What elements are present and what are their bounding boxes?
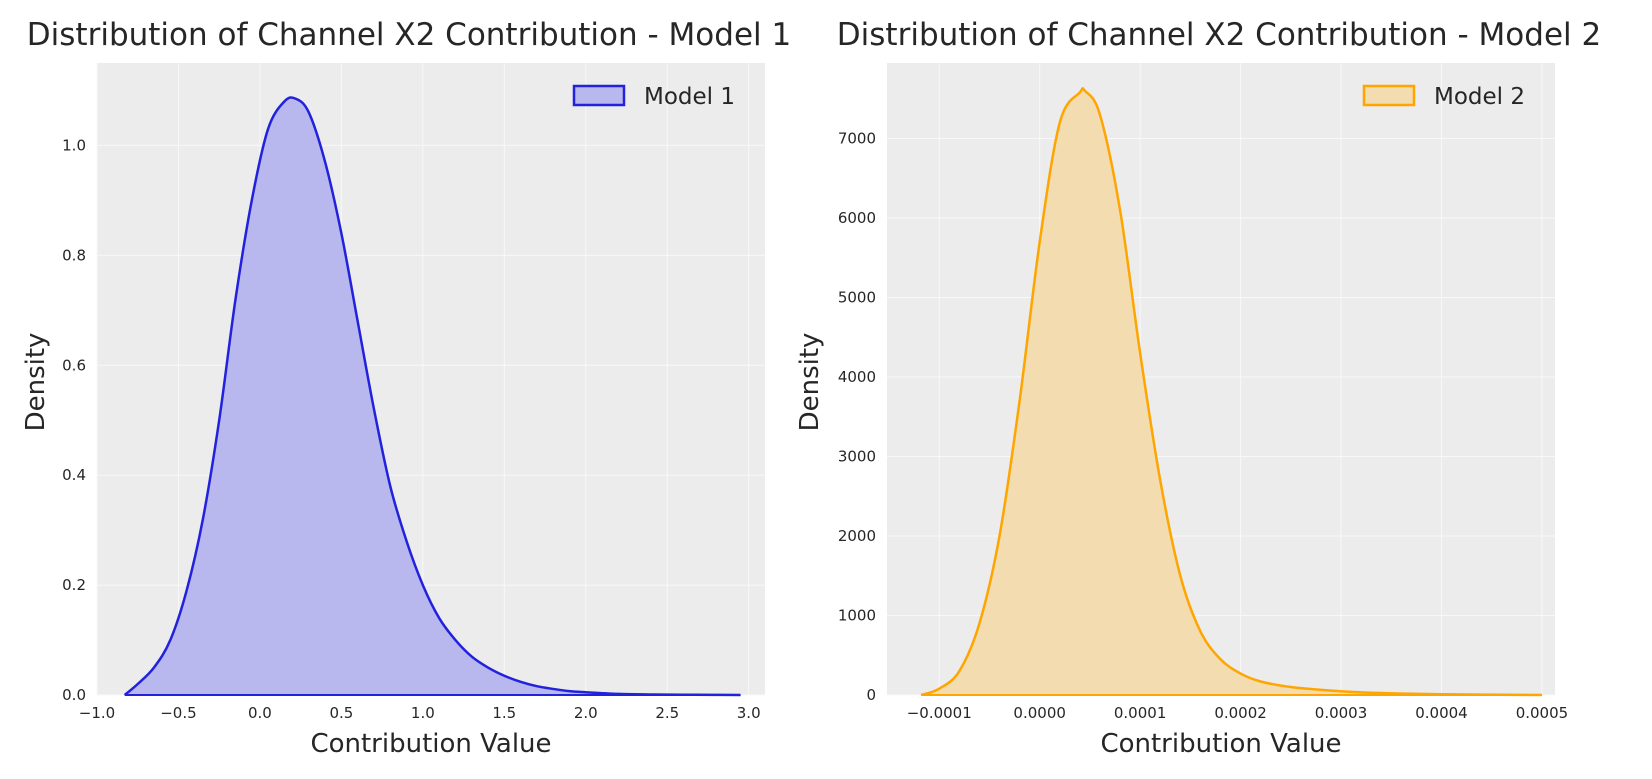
y-axis-label: Density (795, 333, 825, 432)
y-axis-label: Density (21, 333, 51, 432)
y-tick-label: 5000 (838, 289, 876, 307)
density-line (920, 86, 1542, 697)
x-tick-label: 0.0005 (1516, 704, 1569, 722)
legend-swatch (1362, 84, 1416, 107)
series-marks (123, 96, 741, 697)
y-axis-ticks: 0 1000 2000 3000 4000 5000 6000 7000 (838, 130, 876, 704)
series-marks (920, 86, 1542, 697)
density-area (124, 97, 741, 696)
x-axis-label: Contribution Value (1100, 729, 1341, 759)
subplot-model-2: Distribution of Channel X2 Contribution … (795, 17, 1601, 759)
y-tick-label: 2000 (838, 527, 876, 545)
y-tick-label: 6000 (838, 209, 876, 227)
subplot-model-1: Distribution of Channel X2 Contribution … (21, 17, 791, 759)
y-tick-label: 7000 (838, 130, 876, 148)
x-axis-label: Contribution Value (310, 729, 551, 759)
x-axis-ticks: −1.0 −0.5 0.0 0.5 1.0 1.5 2.0 2.5 3.0 (79, 704, 761, 722)
legend: Model 1 (572, 84, 735, 110)
y-tick-label: 0.2 (62, 576, 86, 594)
x-tick-label: 2.5 (655, 704, 679, 722)
y-tick-label: 3000 (838, 448, 876, 466)
y-tick-label: 0.0 (62, 686, 86, 704)
x-tick-label: 0.0 (248, 704, 272, 722)
chart-title: Distribution of Channel X2 Contribution … (837, 17, 1601, 53)
x-tick-label: 1.0 (411, 704, 435, 722)
x-tick-label: 0.0000 (1013, 704, 1066, 722)
density-line (123, 96, 741, 697)
x-tick-label: 0.0004 (1415, 704, 1468, 722)
x-axis-ticks: −0.0001 0.0000 0.0001 0.0002 0.0003 0.0004 0.0… (907, 704, 1568, 722)
x-tick-label: −0.5 (160, 704, 196, 722)
y-tick-label: 0.4 (62, 466, 86, 484)
density-area (921, 88, 1542, 695)
x-tick-label: 0.5 (329, 704, 353, 722)
y-tick-label: 4000 (838, 368, 876, 386)
y-tick-label: 0.8 (62, 246, 86, 264)
x-tick-label: 1.5 (492, 704, 516, 722)
x-tick-label: 0.0003 (1315, 704, 1368, 722)
x-tick-label: 0.0001 (1114, 704, 1167, 722)
x-tick-label: −0.0001 (907, 704, 972, 722)
x-tick-label: 0.0002 (1214, 704, 1267, 722)
legend-swatch (572, 84, 626, 107)
y-tick-label: 0.6 (62, 356, 86, 374)
y-tick-label: 0 (866, 686, 876, 704)
chart-title: Distribution of Channel X2 Contribution … (27, 17, 791, 53)
y-axis-ticks: 0.0 0.2 0.4 0.6 0.8 1.0 (62, 136, 86, 704)
x-tick-label: 3.0 (737, 704, 761, 722)
legend: Model 2 (1362, 84, 1525, 110)
x-tick-label: 2.0 (574, 704, 598, 722)
y-tick-label: 1000 (838, 607, 876, 625)
x-tick-label: −1.0 (79, 704, 115, 722)
legend-label: Model 2 (1434, 84, 1525, 110)
legend-label: Model 1 (644, 84, 735, 110)
y-tick-label: 1.0 (62, 136, 86, 154)
